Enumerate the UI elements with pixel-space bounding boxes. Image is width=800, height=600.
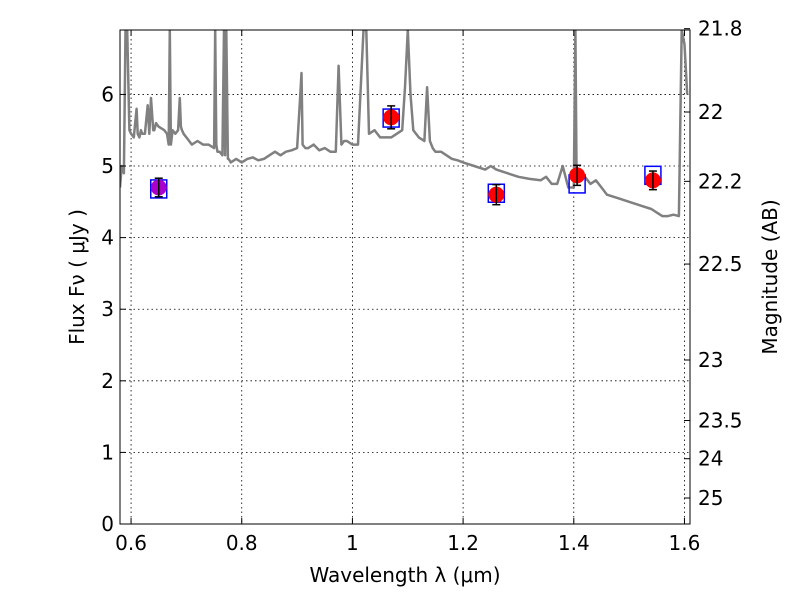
y2-tick-label: 24 [698, 447, 723, 471]
y-tick-label: 4 [101, 226, 114, 250]
y-tick-label: 2 [101, 369, 114, 393]
y-axis-title: Flux Fν ( μJy ) [65, 209, 89, 345]
x-axis-title: Wavelength λ (μm) [309, 563, 500, 587]
x-tick-label: 0.6 [115, 531, 147, 555]
y-tick-label: 5 [101, 154, 114, 178]
y2-axis-title: Magnitude (AB) [758, 199, 782, 354]
y2-tick-label: 22.2 [698, 169, 743, 193]
y-tick-label: 1 [101, 440, 114, 464]
x-tick-label: 1.4 [558, 531, 590, 555]
y2-tick-label: 23.5 [698, 409, 743, 433]
x-tick-label: 1 [346, 531, 359, 555]
x-tick-label: 1.2 [447, 531, 479, 555]
plot-frame [119, 29, 691, 525]
y-tick-label: 0 [101, 512, 114, 536]
y2-tick-label: 22.5 [698, 252, 743, 276]
model-spectrum-line [120, 30, 689, 218]
y2-tick-label: 22 [698, 100, 723, 124]
y2-tick-label: 25 [698, 486, 723, 510]
x-tick-label: 0.8 [226, 531, 258, 555]
x-tick-label: 1.6 [669, 531, 701, 555]
y2-tick-label: 21.8 [698, 17, 743, 41]
axis-ticks: 0.6 0.8 1 1.2 1.4 1.6012345621.82222.222.5232… [101, 17, 742, 555]
y-tick-label: 6 [101, 82, 114, 106]
y-tick-label: 3 [101, 297, 114, 321]
y2-tick-label: 23 [698, 348, 723, 372]
plot-area [120, 30, 689, 218]
